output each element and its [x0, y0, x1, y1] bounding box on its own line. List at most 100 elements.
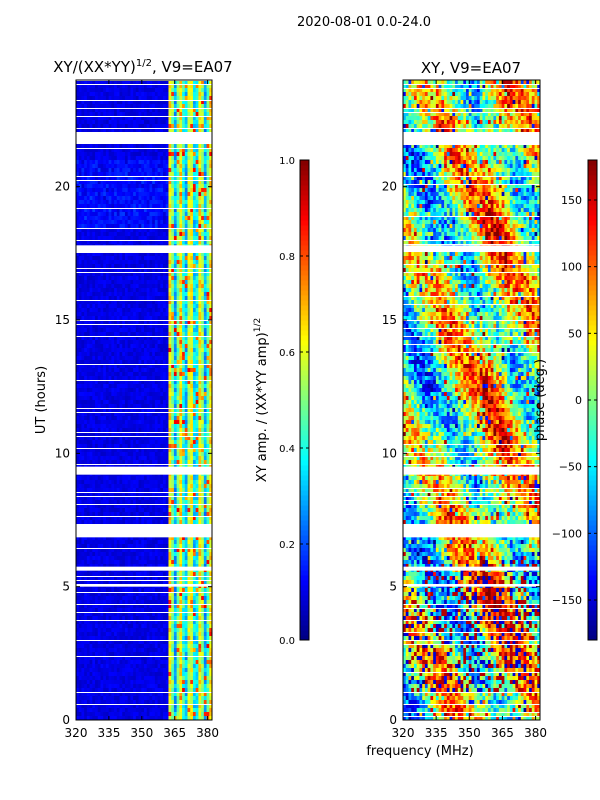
heatmap-cell — [130, 392, 134, 397]
heatmap-cell — [108, 436, 112, 441]
heatmap-cell — [114, 208, 118, 213]
heatmap-cell — [141, 340, 145, 345]
heatmap-cell — [160, 108, 164, 113]
heatmap-cell — [130, 348, 134, 353]
heatmap-cell — [103, 188, 107, 193]
heatmap-cell — [108, 456, 112, 461]
heatmap-cell — [165, 84, 169, 89]
heatmap-cell — [165, 256, 169, 261]
heatmap-cell — [100, 276, 104, 281]
heatmap-cell — [192, 192, 197, 197]
heatmap-cell — [201, 428, 205, 433]
heatmap-cell — [184, 272, 188, 277]
heatmap-cell — [192, 120, 197, 125]
heatmap-cell — [149, 376, 153, 381]
heatmap-cell — [84, 448, 88, 453]
heatmap-cell — [111, 180, 115, 185]
heatmap-cell — [184, 204, 188, 209]
heatmap-cell — [179, 168, 183, 173]
heatmap-cell — [100, 228, 104, 233]
heatmap-cell — [203, 96, 207, 101]
heatmap-cell — [119, 304, 123, 309]
heatmap-cell — [76, 156, 80, 161]
heatmap-cell — [100, 240, 104, 245]
heatmap-cell — [149, 396, 153, 401]
heatmap-cell — [114, 376, 118, 381]
heatmap-cell — [135, 124, 139, 129]
heatmap-cell — [111, 336, 115, 341]
heatmap-cell — [108, 124, 112, 129]
heatmap-cell — [103, 428, 107, 433]
heatmap-cell — [182, 304, 186, 309]
heatmap-cell — [157, 288, 161, 293]
heatmap-cell — [152, 216, 156, 221]
heatmap-cell — [105, 348, 110, 353]
heatmap-cell — [182, 396, 186, 401]
heatmap-cell — [184, 392, 188, 397]
heatmap-cell — [97, 240, 101, 245]
heatmap-cell — [157, 416, 161, 421]
heatmap-cell — [160, 84, 164, 89]
heatmap-cell — [144, 208, 148, 213]
heatmap-cell — [81, 256, 85, 261]
heatmap-cell — [184, 360, 188, 365]
heatmap-cell — [100, 196, 104, 201]
heatmap-cell — [133, 264, 137, 269]
heatmap-cell — [116, 200, 120, 205]
heatmap-cell — [84, 96, 88, 101]
heatmap-cell — [160, 380, 164, 385]
heatmap-cell — [76, 400, 80, 405]
heatmap-cell — [92, 208, 96, 213]
heatmap-cell — [173, 196, 178, 201]
heatmap-cell — [179, 224, 183, 229]
heatmap-cell — [103, 208, 107, 213]
heatmap-cell — [149, 276, 153, 281]
heatmap-cell — [152, 276, 156, 281]
heatmap-cell — [198, 360, 202, 365]
heatmap-cell — [119, 208, 123, 213]
heatmap-cell — [201, 296, 205, 301]
heatmap-cell — [152, 440, 156, 445]
heatmap-cell — [95, 360, 99, 365]
heatmap-cell — [78, 452, 82, 457]
heatmap-cell — [168, 336, 172, 341]
heatmap-cell — [108, 420, 112, 425]
heatmap-cell — [198, 236, 202, 241]
heatmap-cell — [144, 316, 148, 321]
heatmap-cell — [190, 336, 194, 341]
heatmap-cell — [171, 280, 175, 285]
heatmap-cell — [198, 384, 202, 389]
heatmap-cell — [127, 416, 131, 421]
heatmap-cell — [195, 436, 199, 441]
heatmap-cell — [124, 376, 129, 381]
heatmap-cell — [84, 164, 88, 169]
heatmap-cell — [152, 336, 156, 341]
heatmap-cell — [127, 392, 131, 397]
heatmap-cell — [154, 296, 158, 301]
heatmap-cell — [187, 376, 191, 381]
heatmap-cell — [86, 100, 90, 105]
heatmap-cell — [92, 108, 96, 113]
heatmap-cell — [78, 240, 82, 245]
heatmap-cell — [100, 356, 104, 361]
heatmap-cell — [138, 160, 142, 165]
heatmap-cell — [95, 456, 99, 461]
heatmap-cell — [184, 324, 188, 329]
heatmap-cell — [154, 176, 158, 181]
heatmap-cell — [163, 168, 167, 173]
heatmap-cell — [135, 100, 139, 105]
heatmap-cell — [184, 188, 188, 193]
heatmap-cell — [124, 104, 129, 109]
heatmap-cell — [163, 408, 167, 413]
heatmap-cell — [103, 272, 107, 277]
heatmap-cell — [135, 192, 139, 197]
heatmap-cell — [192, 276, 197, 281]
heatmap-cell — [198, 372, 202, 377]
heatmap-cell — [173, 312, 178, 317]
heatmap-cell — [122, 400, 126, 405]
heatmap-cell — [168, 392, 172, 397]
heatmap-cell — [124, 156, 129, 161]
heatmap-cell — [192, 204, 197, 209]
heatmap-cell — [198, 176, 202, 181]
heatmap-cell — [89, 192, 93, 197]
